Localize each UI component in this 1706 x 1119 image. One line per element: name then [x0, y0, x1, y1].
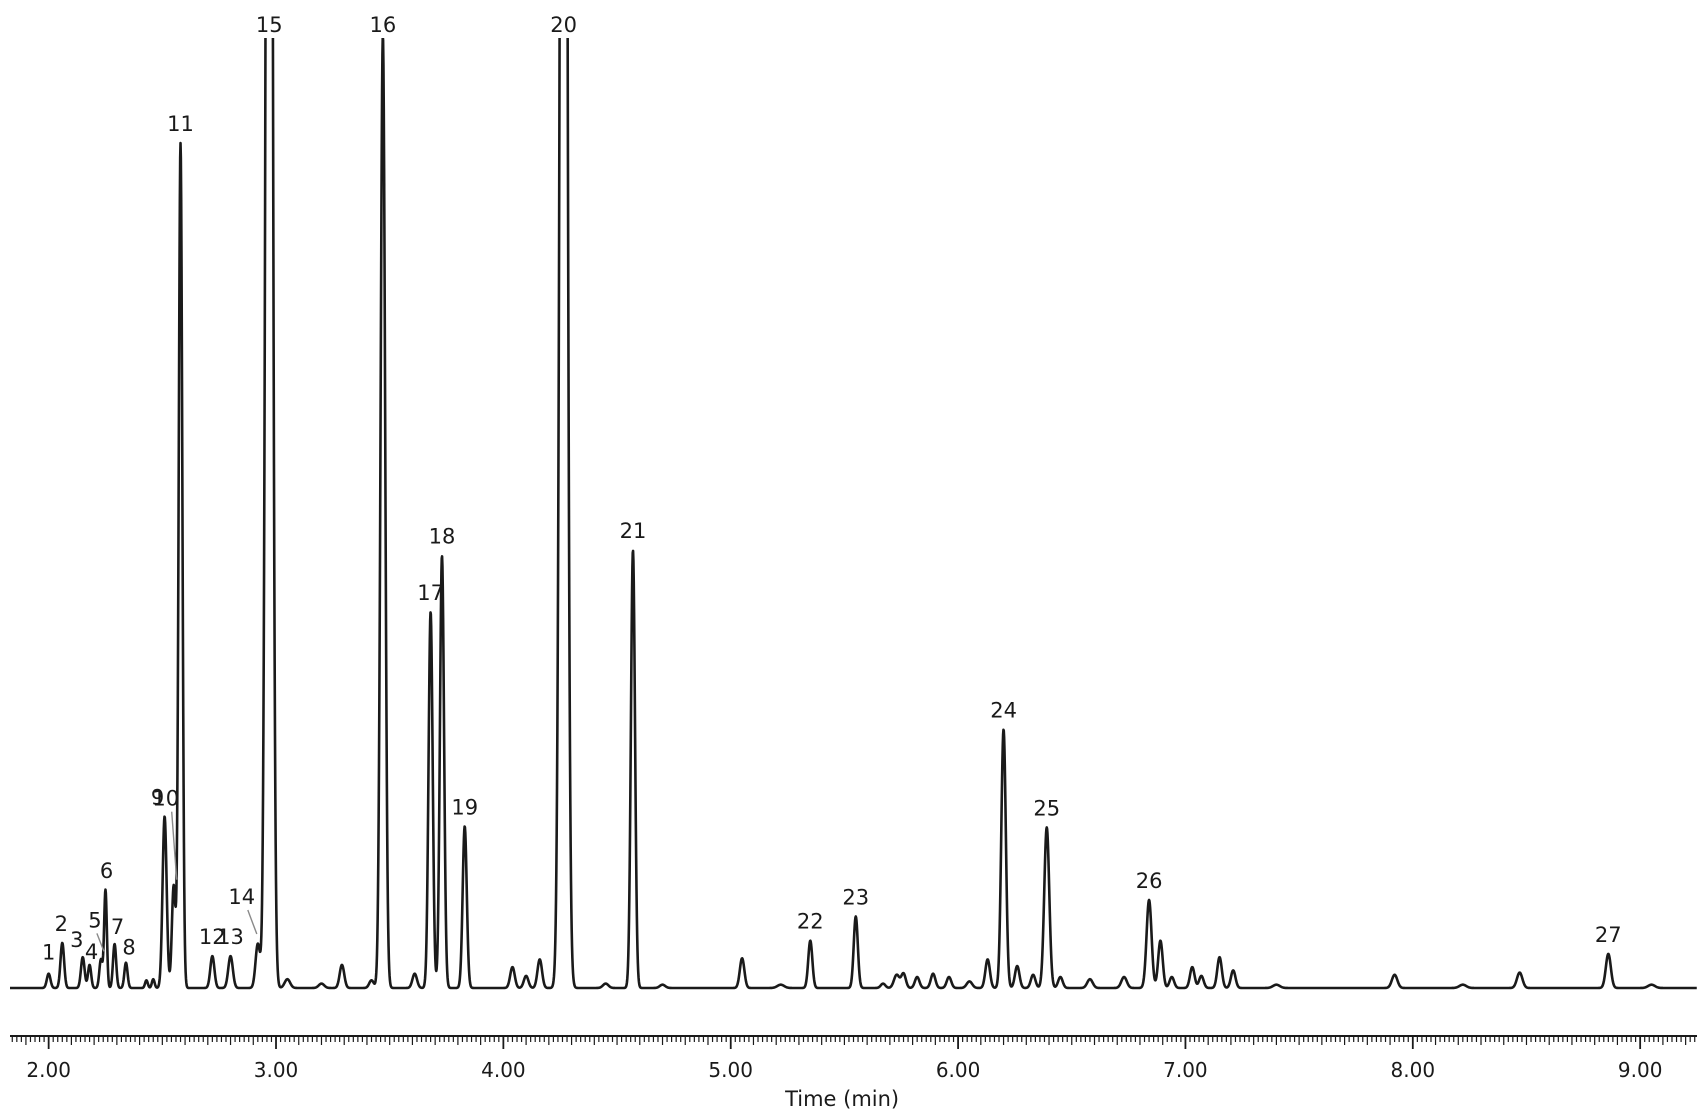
x-tick-label: 8.00 — [1391, 1058, 1436, 1082]
x-axis-ticks — [11, 1036, 1696, 1049]
peak-label-19: 19 — [451, 795, 478, 819]
peak-label-15: 15 — [256, 13, 283, 37]
peak-label-7: 7 — [111, 915, 124, 939]
x-tick-label: 2.00 — [26, 1058, 71, 1082]
peak-label-9: 9 — [151, 785, 164, 809]
peak-label-22: 22 — [797, 910, 824, 934]
x-axis-title: Time (min) — [784, 1087, 899, 1111]
peak-label-24: 24 — [990, 699, 1017, 723]
x-tick-label: 4.00 — [481, 1058, 526, 1082]
peak-label-12: 12 — [199, 925, 226, 949]
peak-label-5: 5 — [88, 908, 101, 932]
chromatogram-trace — [9, 38, 1698, 990]
peak-label-1: 1 — [42, 941, 55, 965]
peak-label-11: 11 — [167, 112, 194, 136]
peak-label-23: 23 — [842, 886, 869, 910]
peak-label-8: 8 — [122, 936, 135, 960]
peak-label-18: 18 — [429, 525, 456, 549]
peak-label-16: 16 — [370, 13, 397, 37]
peak-label-4: 4 — [85, 940, 98, 964]
peak-label-14: 14 — [228, 885, 255, 909]
peak-label-13: 13 — [217, 925, 244, 949]
peak-label-26: 26 — [1136, 869, 1163, 893]
leader-line-10 — [171, 811, 178, 880]
x-tick-label: 3.00 — [254, 1058, 299, 1082]
x-tick-label: 7.00 — [1163, 1058, 1208, 1082]
x-tick-label: 5.00 — [708, 1058, 753, 1082]
peak-label-6: 6 — [100, 859, 113, 883]
peak-label-17: 17 — [417, 581, 444, 605]
x-tick-label: 9.00 — [1618, 1058, 1663, 1082]
peak-label-leaders — [96, 811, 258, 952]
x-tick-label: 6.00 — [936, 1058, 981, 1082]
peak-label-10: 10 — [152, 787, 179, 811]
peak-label-25: 25 — [1033, 796, 1060, 820]
peak-label-3: 3 — [70, 928, 83, 952]
peak-label-2: 2 — [55, 912, 68, 936]
leader-line-5 — [96, 933, 105, 952]
x-axis-tick-labels: 2.00 3.00 4.00 5.00 6.00 7.00 8.00 9.00 — [26, 1058, 1662, 1082]
leader-line-14 — [247, 909, 258, 935]
peak-label-27: 27 — [1595, 923, 1622, 947]
peak-label-20: 20 — [550, 13, 577, 37]
peak-label-21: 21 — [620, 519, 647, 543]
